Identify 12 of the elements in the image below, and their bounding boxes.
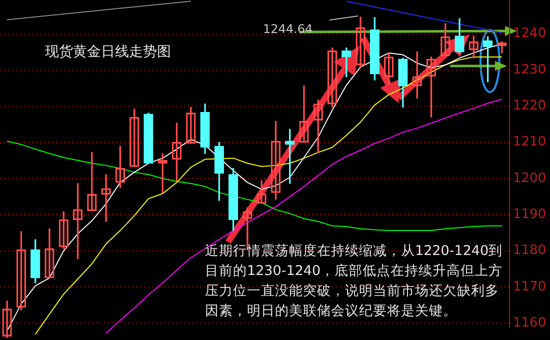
y-tick-label: 1220 <box>513 98 546 114</box>
y-tick-label: 1190 <box>513 206 546 222</box>
y-tick-label: 1180 <box>513 243 546 258</box>
y-tick-label: 1200 <box>513 170 546 186</box>
y-tick-label: 1240 <box>513 26 546 42</box>
y-tick-label: 1160 <box>513 315 546 330</box>
y-tick-label: 1210 <box>513 134 546 150</box>
annotation: 近期行情震荡幅度在持续缩减，从1220-1240到目前的1230-1240，底部低点在持续升高但上方压力位一直没能突破，说明当前市场还欠缺利多因素，明日的美联储会议纪要将是关键。 <box>205 242 504 321</box>
y-tick-label: 1230 <box>513 62 546 78</box>
annotation: 1244.64 <box>263 22 313 36</box>
text: 现货黄金日线走势图 <box>45 43 171 61</box>
y-tick-label: 1170 <box>513 279 546 294</box>
